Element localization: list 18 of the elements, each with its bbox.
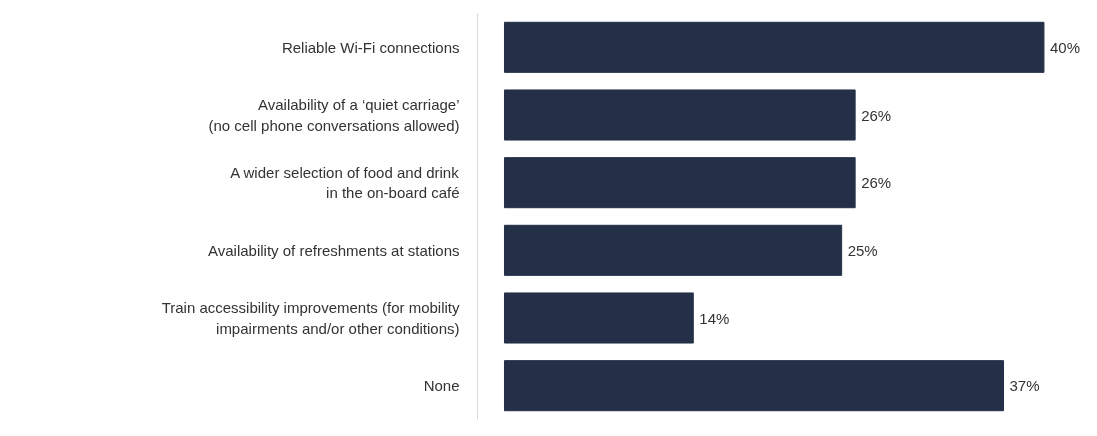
data-label: 37% [1009,377,1040,395]
y-tick-label: A wider selection of food and drink in the on-board café [230,163,460,202]
y-tick-label: Reliable Wi-Fi connections [281,38,460,56]
data-label: 25% [847,241,878,259]
data-label: 26% [861,174,892,192]
bar [503,360,1004,412]
bar [503,224,843,276]
data-label: 26% [861,106,892,124]
data-label: 40% [1049,38,1080,56]
bar [503,157,856,209]
y-tick-label: Availability of refreshments at stations [207,241,460,259]
y-tick-label: Availability of a ‘quiet carriage’ (no cell phone conversations allowed) [208,96,460,134]
y-tick-label: Train accessibility improvements (for mobility impairments and/or other conditions) [161,299,460,337]
y-tick-label: None [423,377,460,395]
bar [503,21,1045,73]
bar [503,292,694,344]
bar [503,89,856,141]
data-label: 14% [699,309,730,327]
